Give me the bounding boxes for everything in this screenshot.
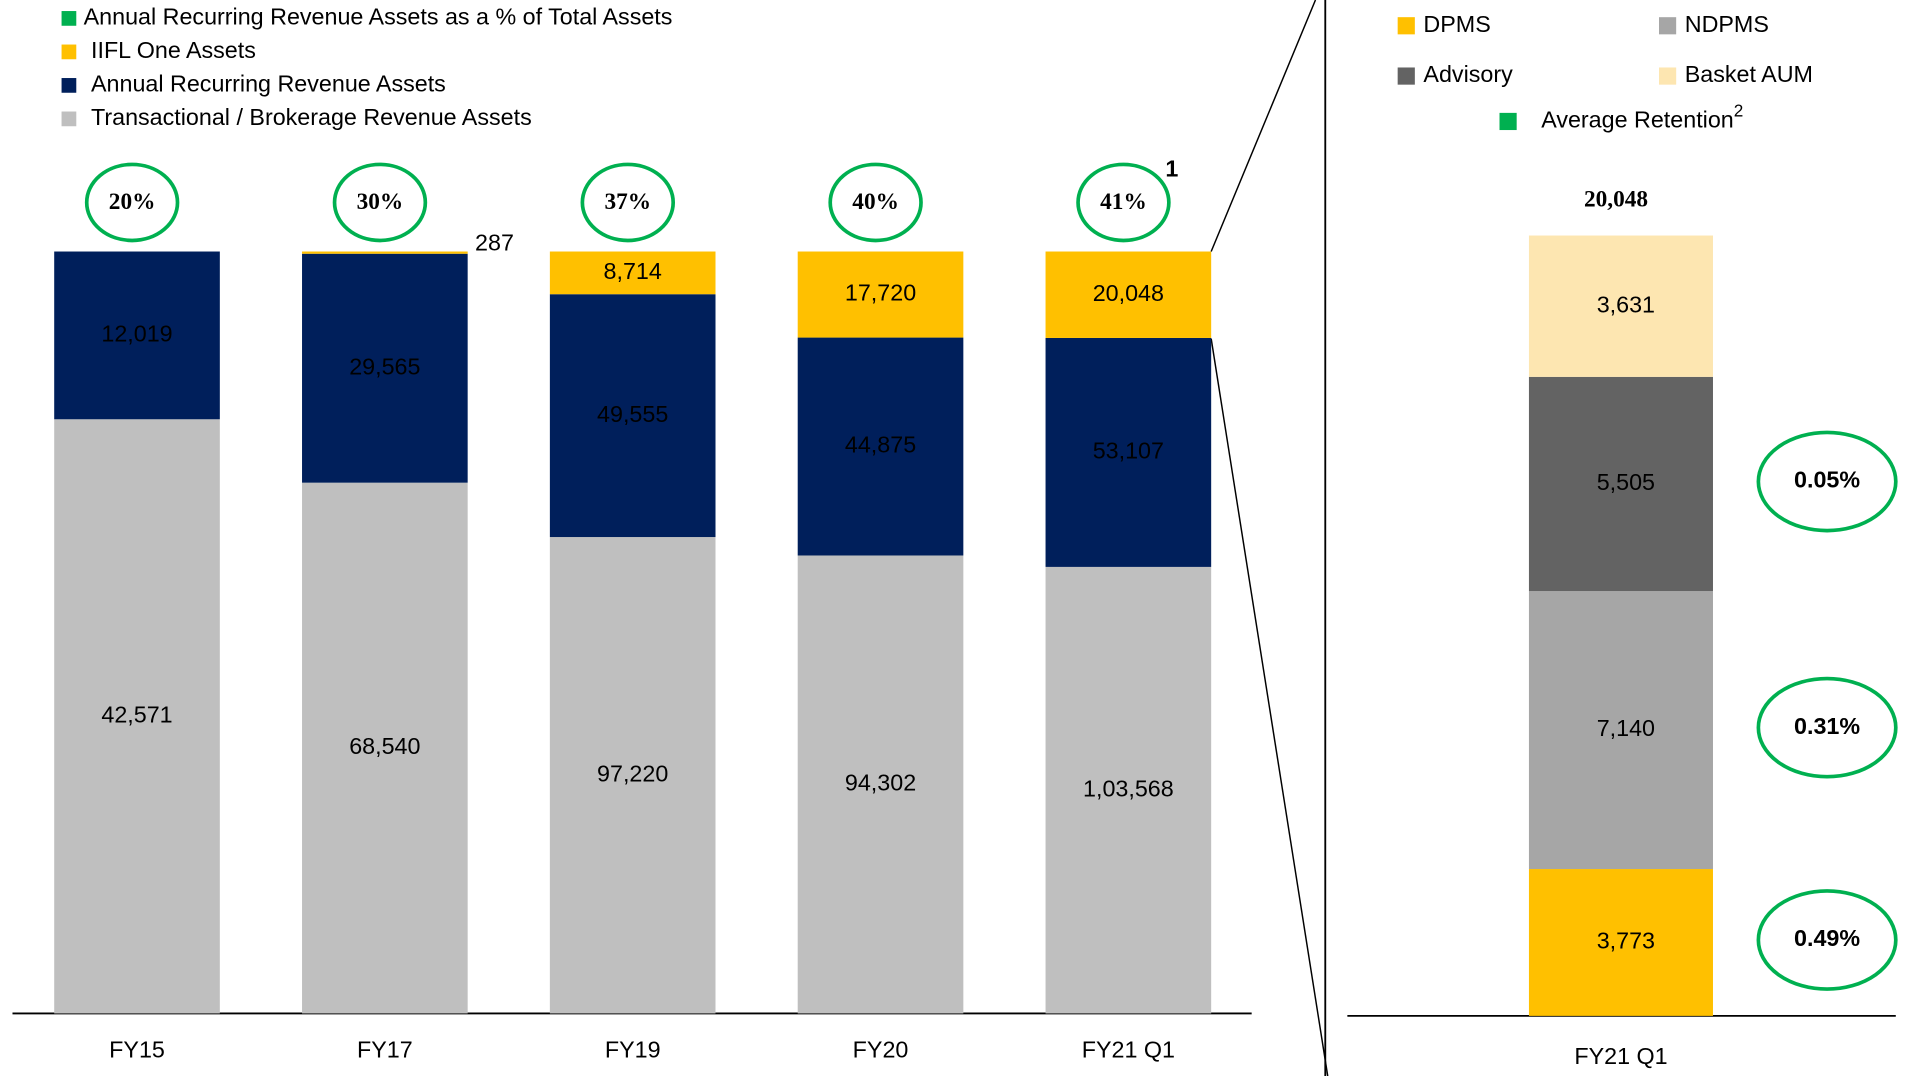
data-label: 8,714 xyxy=(604,258,662,284)
data-label: 17,720 xyxy=(845,280,916,306)
x-tick-label: FY15 xyxy=(109,1037,165,1063)
legend-swatch xyxy=(1658,17,1677,35)
retention-circle xyxy=(1756,676,1898,779)
legend-swatch xyxy=(1499,112,1517,131)
share-circle xyxy=(828,162,923,243)
share-label: 40% xyxy=(852,189,899,215)
legend-label: Advisory xyxy=(1423,61,1513,87)
share-label: 41% xyxy=(1100,189,1147,215)
bar-segment xyxy=(549,251,716,295)
legend-swatch xyxy=(61,78,77,93)
bar-segment xyxy=(1045,566,1212,1014)
x-tick-label: FY21 Q1 xyxy=(1574,1043,1667,1069)
bar-segment xyxy=(1045,251,1212,338)
bar-segment xyxy=(1528,591,1713,870)
bar-segment xyxy=(797,251,964,338)
bar-segment xyxy=(302,251,468,254)
data-label: 94,302 xyxy=(845,770,916,796)
x-tick-label: FY21 Q1 xyxy=(1082,1037,1175,1063)
legend-swatch xyxy=(1397,67,1415,85)
data-label: 7,140 xyxy=(1597,715,1655,741)
legend-swatch xyxy=(61,44,77,60)
footnote-marker: 1 xyxy=(1165,156,1178,182)
share-circle xyxy=(1076,162,1171,243)
data-label: 3,773 xyxy=(1597,928,1655,954)
bar-segment xyxy=(549,294,716,538)
bar-segment xyxy=(797,337,964,556)
data-label: 68,540 xyxy=(349,733,420,759)
bar-segment xyxy=(54,419,220,1014)
share-label: 20% xyxy=(109,189,156,215)
bar-segment xyxy=(549,537,716,1014)
legend-label: IIFL One Assets xyxy=(91,37,256,63)
x-tick-label: FY17 xyxy=(357,1037,413,1063)
data-label: 49,555 xyxy=(597,401,668,427)
data-label: 3,631 xyxy=(1597,291,1655,317)
bar-segment xyxy=(797,555,964,1014)
data-label: 42,571 xyxy=(101,702,172,728)
data-label: 97,220 xyxy=(597,760,668,786)
bar-segment xyxy=(1528,869,1713,1016)
data-label: 12,019 xyxy=(101,321,172,347)
share-label: 37% xyxy=(604,189,651,215)
data-label: 5,505 xyxy=(1597,469,1655,495)
footnote-marker: 2 xyxy=(1734,100,1744,120)
legend-label-text: Average Retention xyxy=(1541,107,1734,133)
legend-swatch xyxy=(61,11,77,26)
retention-circle xyxy=(1756,889,1898,991)
bar-segment xyxy=(1528,376,1713,592)
zoom-line xyxy=(1210,0,1317,252)
bar-segment xyxy=(302,253,468,483)
legend-swatch xyxy=(1397,17,1415,35)
bar-segment xyxy=(302,482,468,1014)
bar-segment xyxy=(54,251,220,420)
data-label: 1,03,568 xyxy=(1083,775,1174,801)
data-label: 53,107 xyxy=(1093,438,1164,464)
bar-segment xyxy=(1045,337,1212,567)
share-circle xyxy=(84,162,180,243)
zoom-line xyxy=(1210,338,1329,1076)
data-label: 287 xyxy=(475,229,514,255)
retention-label: 0.05% xyxy=(1794,467,1860,493)
retention-label: 0.49% xyxy=(1794,925,1860,951)
x-tick-label: FY20 xyxy=(853,1037,909,1063)
legend-label: Average Retention2 xyxy=(1541,100,1743,132)
retention-label: 0.31% xyxy=(1794,713,1860,739)
total-label: 20,048 xyxy=(1584,187,1648,213)
legend-label: Basket AUM xyxy=(1685,61,1813,87)
legend-swatch xyxy=(1658,67,1677,85)
x-tick-label: FY19 xyxy=(605,1037,661,1063)
data-label: 20,048 xyxy=(1093,280,1164,306)
data-label: 29,565 xyxy=(349,353,420,379)
bar-segment xyxy=(1528,235,1713,377)
legend-label: NDPMS xyxy=(1685,11,1769,37)
legend-label: DPMS xyxy=(1423,11,1490,37)
legend-label: Transactional / Brokerage Revenue Assets xyxy=(91,104,532,130)
legend-swatch xyxy=(61,111,77,127)
legend-label: Annual Recurring Revenue Assets xyxy=(91,71,446,97)
legend-label: Annual Recurring Revenue Assets as a % o… xyxy=(84,4,673,30)
share-circle xyxy=(580,162,676,243)
data-label: 44,875 xyxy=(845,432,916,458)
retention-circle xyxy=(1756,430,1898,533)
share-circle xyxy=(332,162,428,243)
share-label: 30% xyxy=(357,189,404,215)
